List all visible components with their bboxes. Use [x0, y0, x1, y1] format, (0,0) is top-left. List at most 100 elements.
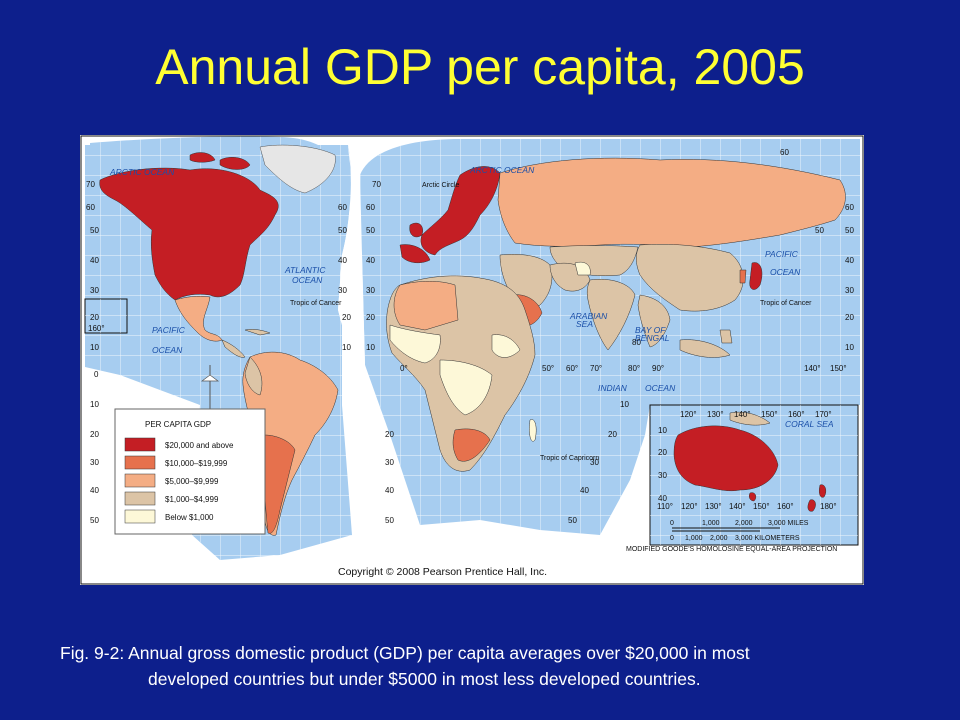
lat-60-right-label: 60: [780, 148, 789, 157]
arctic-circle-label: Arctic Circle: [422, 182, 459, 189]
lat-label: 50: [366, 226, 375, 235]
lat-80-label: 80: [632, 338, 641, 347]
right-latitude-labels: 60 50 40 30 20 10: [845, 203, 854, 352]
lat-label: 30: [338, 286, 347, 295]
tropic-capricorn-label: Tropic of Capricorn: [540, 455, 599, 462]
lat-label: 40: [366, 256, 375, 265]
lat-label: 20: [658, 448, 667, 457]
lon-label: 170°: [815, 410, 832, 419]
lon-label: 0°: [400, 364, 408, 373]
lat-label: 40: [845, 256, 854, 265]
lat-label: 50: [338, 226, 347, 235]
north-america-high: [99, 152, 279, 301]
lon-label: 130°: [707, 410, 724, 419]
left-latitude-labels: 70 60 50 40 30 20 10 0 10 20 30 40 50: [86, 180, 99, 525]
lat-label: 20: [90, 313, 99, 322]
lat-label: 40: [580, 486, 589, 495]
inner-latitude-labels: 70 60 50 40 30 20 10: [366, 180, 381, 352]
lon-label: 70°: [590, 364, 602, 373]
legend-label-5000: $5,000–$9,999: [165, 477, 219, 486]
lon-label: 150°: [830, 364, 847, 373]
lon-160-label: 160°: [88, 324, 105, 333]
lat-label: 0: [94, 370, 99, 379]
pacific-ocean-right-label-2: OCEAN: [770, 267, 801, 277]
lon-label: 150°: [761, 410, 778, 419]
lat-label: 40: [385, 486, 394, 495]
tropic-cancer-left-label: Tropic of Cancer: [290, 300, 342, 307]
lat-label: 30: [90, 458, 99, 467]
africa-latitude-labels: 10 20 30 40 50: [568, 400, 629, 525]
lat-label: 50: [90, 226, 99, 235]
atlantic-ocean-label-2: OCEAN: [292, 275, 323, 285]
lat-label: 20: [90, 430, 99, 439]
lon-label: 50°: [542, 364, 554, 373]
scale-miles-3000: 3,000 MILES: [768, 520, 809, 527]
scale-km-3000: 3,000 KILOMETERS: [735, 535, 800, 542]
pacific-ocean-left-label-1: PACIFIC: [152, 325, 186, 335]
indian-ocean-label-1: INDIAN: [598, 383, 628, 393]
pacific-ocean-right-label-1: PACIFIC: [765, 249, 799, 259]
lat-label: 10: [366, 343, 375, 352]
lat-label: 20: [385, 430, 394, 439]
lat-label: 60: [86, 203, 95, 212]
lon-label: 120°: [680, 410, 697, 419]
lat-label: 40: [90, 486, 99, 495]
mid-latitude-labels: 60 50 40 30 20 10 20 30 40 50: [338, 203, 394, 525]
lat-label: 10: [90, 343, 99, 352]
legend-swatch-20000: [124, 437, 156, 452]
lat-label: 50: [845, 226, 854, 235]
world-gdp-map: Arctic Circle Tropic of Cancer Tropic of…: [80, 135, 864, 585]
lat-label: 30: [366, 286, 375, 295]
lon-label: 140°: [804, 364, 821, 373]
scale-km-0: 0: [670, 535, 674, 542]
scale-km-2000: 2,000: [710, 535, 728, 542]
figure-caption: Fig. 9-2: Annual gross domestic product …: [60, 640, 900, 692]
bay-of-bengal-label-2: BENGAL: [635, 333, 670, 343]
lon-label: 130°: [705, 502, 722, 511]
lat-label: 30: [90, 286, 99, 295]
legend-title: PER CAPITA GDP: [145, 420, 211, 429]
lat-label: 20: [366, 313, 375, 322]
lat-label: 70: [372, 180, 381, 189]
legend-swatch-5000: [124, 473, 156, 488]
coral-sea-label: CORAL SEA: [785, 419, 834, 429]
bay-of-bengal-label-1: BAY OF: [635, 325, 666, 335]
caption-line-1: Fig. 9-2: Annual gross domestic product …: [60, 643, 750, 663]
lon-label: 180°: [820, 502, 837, 511]
lat-label: 50: [385, 516, 394, 525]
copyright-text: Copyright © 2008 Pearson Prentice Hall, …: [338, 566, 547, 578]
lat-label: 40: [338, 256, 347, 265]
atlantic-ocean-label-1: ATLANTIC: [284, 265, 326, 275]
lat-label: 40: [658, 494, 667, 503]
lat-label: 30: [590, 458, 599, 467]
lat-label: 20: [608, 430, 617, 439]
europe-high: [399, 166, 501, 264]
lon-label: 60°: [566, 364, 578, 373]
lat-label: 30: [658, 471, 667, 480]
lat-label: 50: [90, 516, 99, 525]
lat-label: 10: [342, 343, 351, 352]
lon-label: 150°: [753, 502, 770, 511]
scale-miles-0: 0: [670, 520, 674, 527]
lon-label: 80°: [628, 364, 640, 373]
map-canvas: Arctic Circle Tropic of Cancer Tropic of…: [80, 135, 864, 585]
tropic-cancer-right-label: Tropic of Cancer: [760, 300, 812, 307]
lat-label: 60: [845, 203, 854, 212]
caption-line-2: developed countries but under $5000 in m…: [148, 669, 701, 689]
slide-title: Annual GDP per capita, 2005: [155, 39, 805, 95]
lat-label: 50: [568, 516, 577, 525]
lat-label: 40: [90, 256, 99, 265]
lat-label: 30: [845, 286, 854, 295]
equator-longitude-labels: 0° 50° 60° 70° 80° 90° 140° 150°: [400, 364, 847, 373]
lat-label: 60: [338, 203, 347, 212]
lon-label: 140°: [734, 410, 751, 419]
projection-label: MODIFIED GOODE'S HOMOLOSINE EQUAL-AREA P…: [626, 546, 837, 553]
arabian-sea-label-1: ARABIAN: [569, 311, 608, 321]
legend: PER CAPITA GDP $20,000 and above $10,000…: [114, 365, 266, 535]
inset-latitude-labels: 10 20 30 40: [658, 426, 667, 503]
lat-label: 60: [366, 203, 375, 212]
lat-label: 20: [845, 313, 854, 322]
lon-label: 110°: [657, 502, 673, 511]
lat-label: 30: [385, 458, 394, 467]
scale-miles-1000: 1,000: [702, 520, 720, 527]
